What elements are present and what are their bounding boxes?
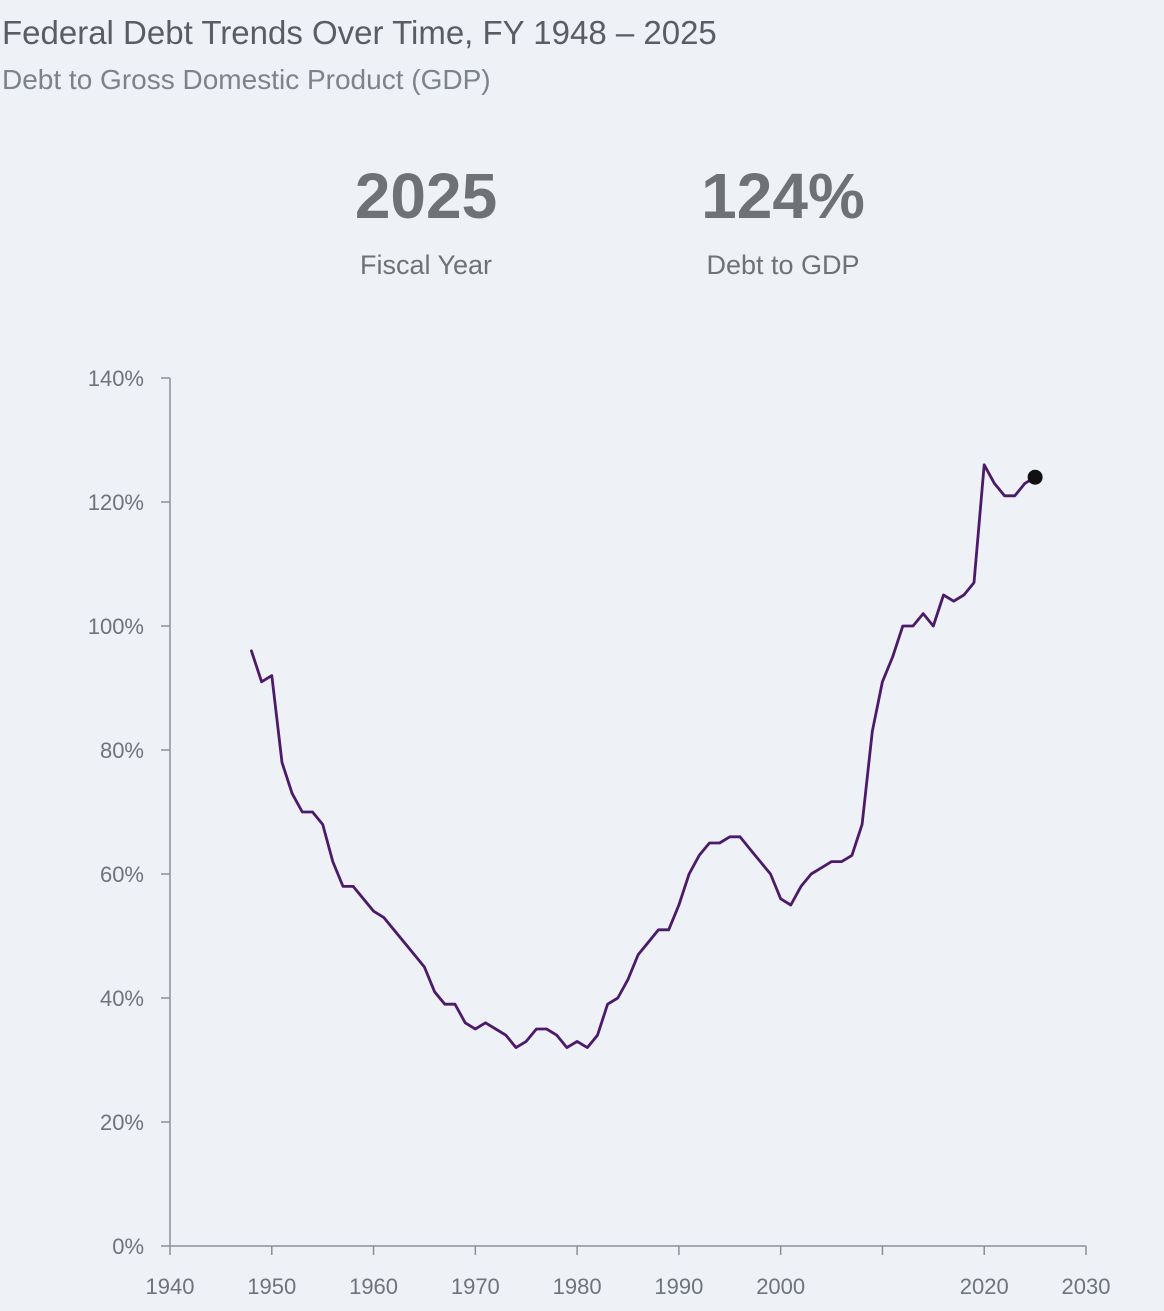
y-tick-label: 120% [88, 490, 144, 515]
debt-to-gdp-label: Debt to GDP [706, 250, 860, 280]
y-tick-label: 140% [88, 366, 144, 391]
x-tick-label: 1970 [451, 1274, 500, 1299]
x-tick-label: 2020 [960, 1274, 1009, 1299]
x-tick-label: 1950 [247, 1274, 296, 1299]
fiscal-year-stat: 2025 Fiscal Year [276, 164, 576, 281]
chart-subtitle: Debt to Gross Domestic Product (GDP) [2, 64, 491, 95]
y-tick-label: 0% [112, 1234, 144, 1259]
y-tick-label: 20% [100, 1110, 144, 1135]
y-tick-label: 100% [88, 614, 144, 639]
x-tick-label: 1960 [349, 1274, 398, 1299]
x-axis: 1940 1950 1960 1970 1980 1990 2000 2020 2030 [146, 1245, 1111, 1299]
current-year-point[interactable] [1027, 469, 1043, 485]
fiscal-year-label: Fiscal Year [359, 250, 493, 280]
y-tick-label: 40% [100, 986, 144, 1011]
x-tick-label: 2030 [1062, 1274, 1111, 1299]
series-layer [249, 463, 1043, 1049]
chart-title: Federal Debt Trends Over Time, FY 1948 –… [2, 14, 717, 51]
x-tick-label: 1980 [553, 1274, 602, 1299]
series-line-debt-to-gdp [249, 463, 1037, 1049]
debt-to-gdp-value: 124% [701, 160, 865, 232]
y-axis: 0% 20% 40% 60% 80% 100% 120% 140% [88, 366, 171, 1259]
x-tick-label: 1940 [146, 1274, 195, 1299]
x-tick-label: 2000 [756, 1274, 805, 1299]
y-tick-label: 60% [100, 862, 144, 887]
x-tick-label: 1990 [654, 1274, 703, 1299]
y-tick-label: 80% [100, 738, 144, 763]
fiscal-year-value: 2025 [354, 160, 498, 232]
debt-to-gdp-stat: 124% Debt to GDP [633, 164, 933, 281]
